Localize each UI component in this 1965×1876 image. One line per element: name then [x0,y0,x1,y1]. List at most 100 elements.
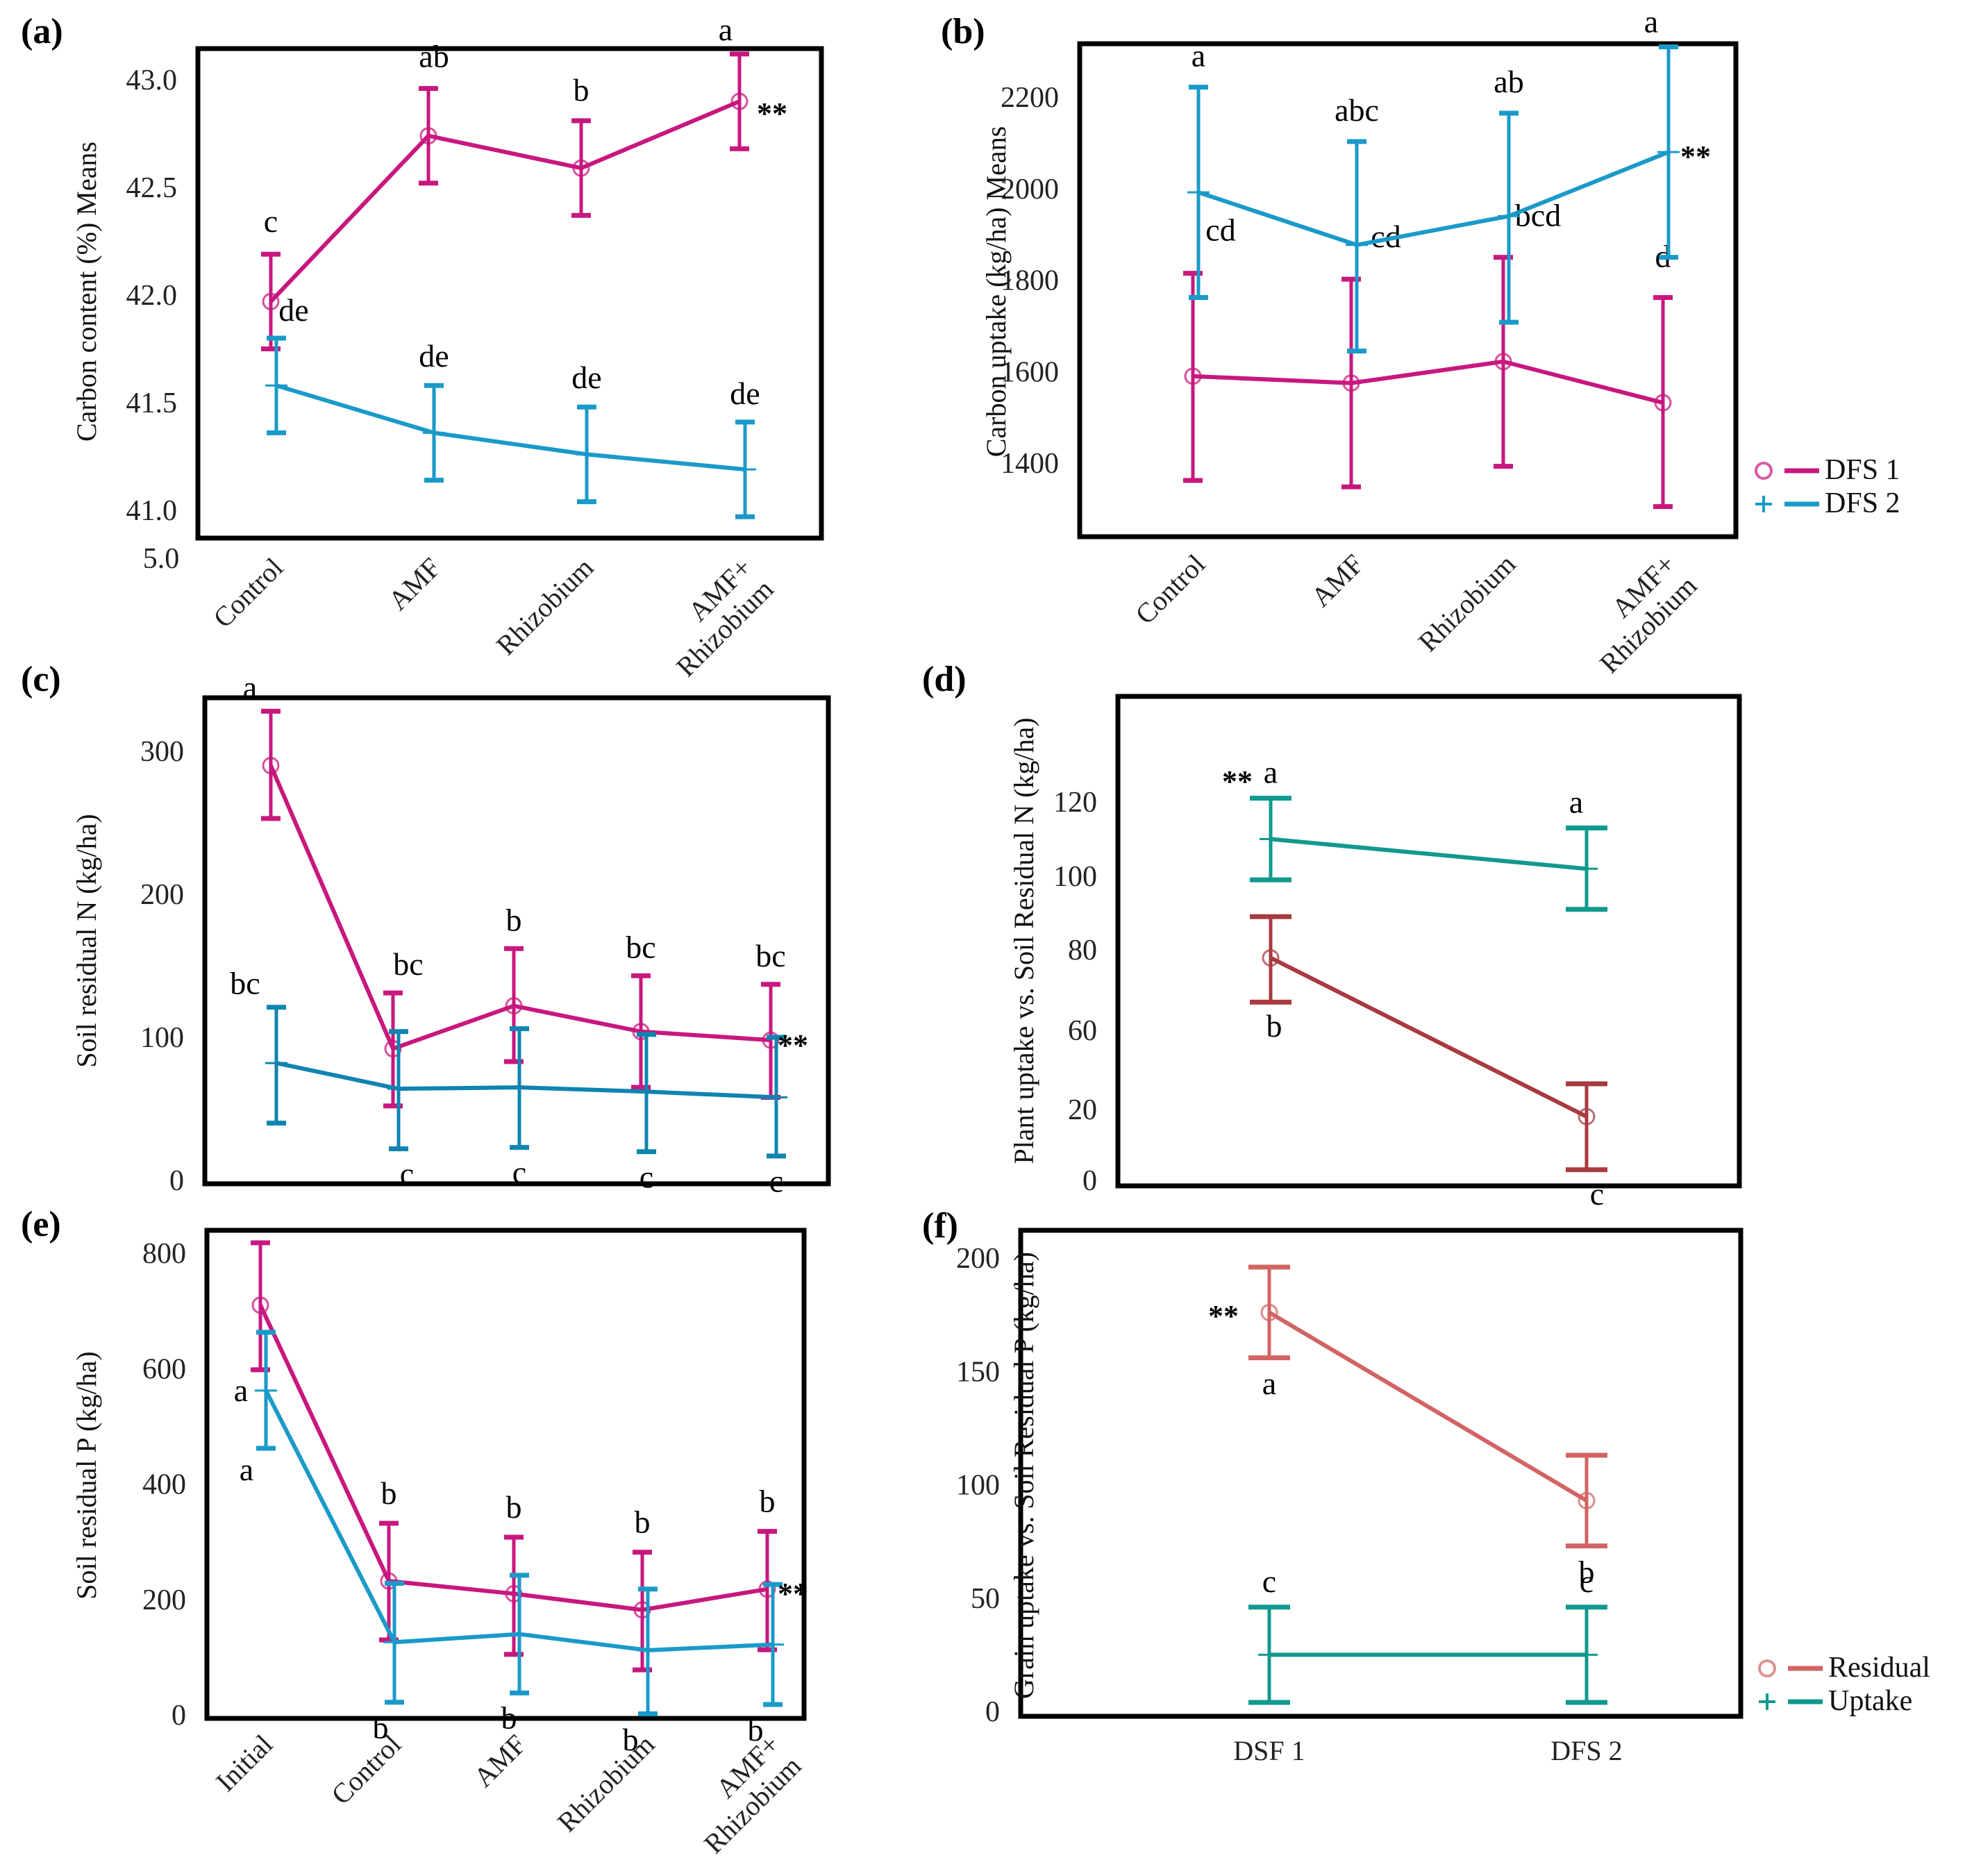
significance-letter: bc [230,966,260,1001]
series-dfs-2: bc c c c c [230,966,787,1198]
significance-letter: cd [1205,212,1235,248]
x-category-label: Rhizobium [551,1729,661,1839]
x-category-label: AMF [467,1729,532,1793]
series-line [269,99,741,303]
data-point-circle [505,1584,523,1602]
chart-panel-a: (a) Carbon content (%) Means 43.0 42.5 42.0 4… [21,12,824,682]
chart-panel-f: (f) Grain uptake vs. Soil Residual P (kg/… [922,1206,1930,1766]
x-category-line: Rhizobium [1412,548,1522,658]
data-point-circle [572,159,590,177]
x-category-line: DSF 1 [1233,1735,1305,1766]
x-category-line: AMF [467,1729,532,1793]
significance-stars: ** [778,1577,808,1611]
x-category-label: DSF 1 [1233,1735,1305,1766]
series-dfs-1: cdcdbcdd [1183,198,1673,510]
y-axis-title: Carbon uptake (kg/ha) Means [980,126,1012,458]
panel-label: (c) [21,660,61,699]
y-tick-label: 100 [1053,861,1097,893]
y-tick-label: 0 [985,1696,1000,1728]
significance-letter: b [501,1700,517,1736]
x-category-label: Control [1129,548,1211,630]
significance-letter: de [278,292,308,328]
panel-label: (e) [21,1205,61,1244]
y-tick-label: 41.5 [126,387,178,419]
y-tick-label: 2000 [1001,174,1059,206]
significance-letter: bc [393,946,423,982]
data-point-circle [1494,353,1512,371]
significance-stars: ** [778,1028,808,1062]
x-category-line: Initial [210,1729,278,1798]
significance-letter: b [748,1712,764,1748]
y-tick-label: 200 [956,1243,1000,1275]
y-tick-label: 100 [956,1470,1000,1502]
series-dfs-1: a bc b bc bc [243,669,786,1109]
y-axis-title: Grain uptake vs. Soil Residual P (kg/ha) [1008,1252,1039,1699]
series-uptake: aa [1250,755,1607,912]
significance-letter: b [1266,1008,1282,1044]
panel-label: (f) [922,1206,958,1246]
y-tick-label: 50 [971,1583,1000,1615]
data-point-circle [758,1580,776,1598]
x-category-label: Rhizobium [1412,548,1522,658]
x-category-line: AMF [382,552,446,617]
significance-letter: c [264,203,278,239]
data-point-circle [419,127,437,145]
significance-letter: a [234,1373,248,1408]
series-dfs-2: a abc ab a [1187,4,1680,354]
y-tick-label: 1800 [1001,265,1059,297]
significance-letter: c [1590,1176,1604,1212]
y-tick-label: 200 [142,1584,186,1616]
data-point-circle [251,1296,269,1314]
significance-stars: ** [1222,764,1253,798]
significance-letter: b [760,1484,776,1519]
panel-label: (a) [21,12,63,51]
x-category-label: AMF [1305,548,1369,613]
significance-letter: a [1569,784,1583,819]
plot-frame [1077,41,1739,539]
data-point-circle [384,1039,402,1057]
data-point-circle [1262,949,1280,967]
significance-letter: b [506,1489,522,1525]
x-category-label: AMF [382,552,446,617]
significance-letter: a [243,669,257,705]
significance-letter: b [381,1475,397,1511]
legend-entry-label: Uptake [1828,1685,1912,1717]
significance-letter: de [571,360,601,395]
significance-letter: c [1580,1564,1594,1599]
y-tick-label: 2200 [1001,82,1059,114]
significance-stars: ** [1680,140,1711,174]
significance-letter: a [1644,4,1658,40]
data-point-circle [1260,1303,1278,1321]
chart-panel-b: (b) Carbon uptake (kg/ha) Means 2200 2000 18… [941,4,1900,680]
x-category-label: AMF+Rhizobium [676,1729,808,1860]
x-category-label: Initial [210,1729,278,1798]
data-point-circle [1654,394,1672,412]
significance-letter: ab [419,38,449,74]
y-tick-label: 150 [956,1356,1000,1388]
series-line [1268,1310,1588,1502]
y-tick-label: 400 [142,1469,186,1501]
y-tick-label: 800 [142,1238,186,1270]
y-tick-label: 42.0 [126,280,178,312]
data-point-circle [632,1023,650,1041]
y-tick-label: 1400 [1001,448,1059,480]
data-point-circle [262,292,280,310]
significance-letter: a [1262,1366,1276,1401]
x-category-label: Rhizobium [490,552,600,662]
significance-letter: de [730,376,760,411]
x-category-line: DFS 2 [1550,1735,1622,1766]
x-category-label: DFS 2 [1550,1735,1622,1766]
y-tick-label: 0 [1082,1165,1097,1197]
panel-label: (b) [941,12,985,51]
y-tick-label: 600 [142,1353,186,1385]
significance-letter: c [512,1155,526,1190]
legend-marker-circle-icon [1755,462,1773,480]
series-line [1198,150,1670,247]
chart-panel-c: (c)Soil residual N (kg/ha)3002001000abcb… [21,660,831,1198]
y-tick-label: 120 [1053,787,1097,819]
data-point-circle [730,92,749,110]
significance-letter: a [240,1452,253,1487]
